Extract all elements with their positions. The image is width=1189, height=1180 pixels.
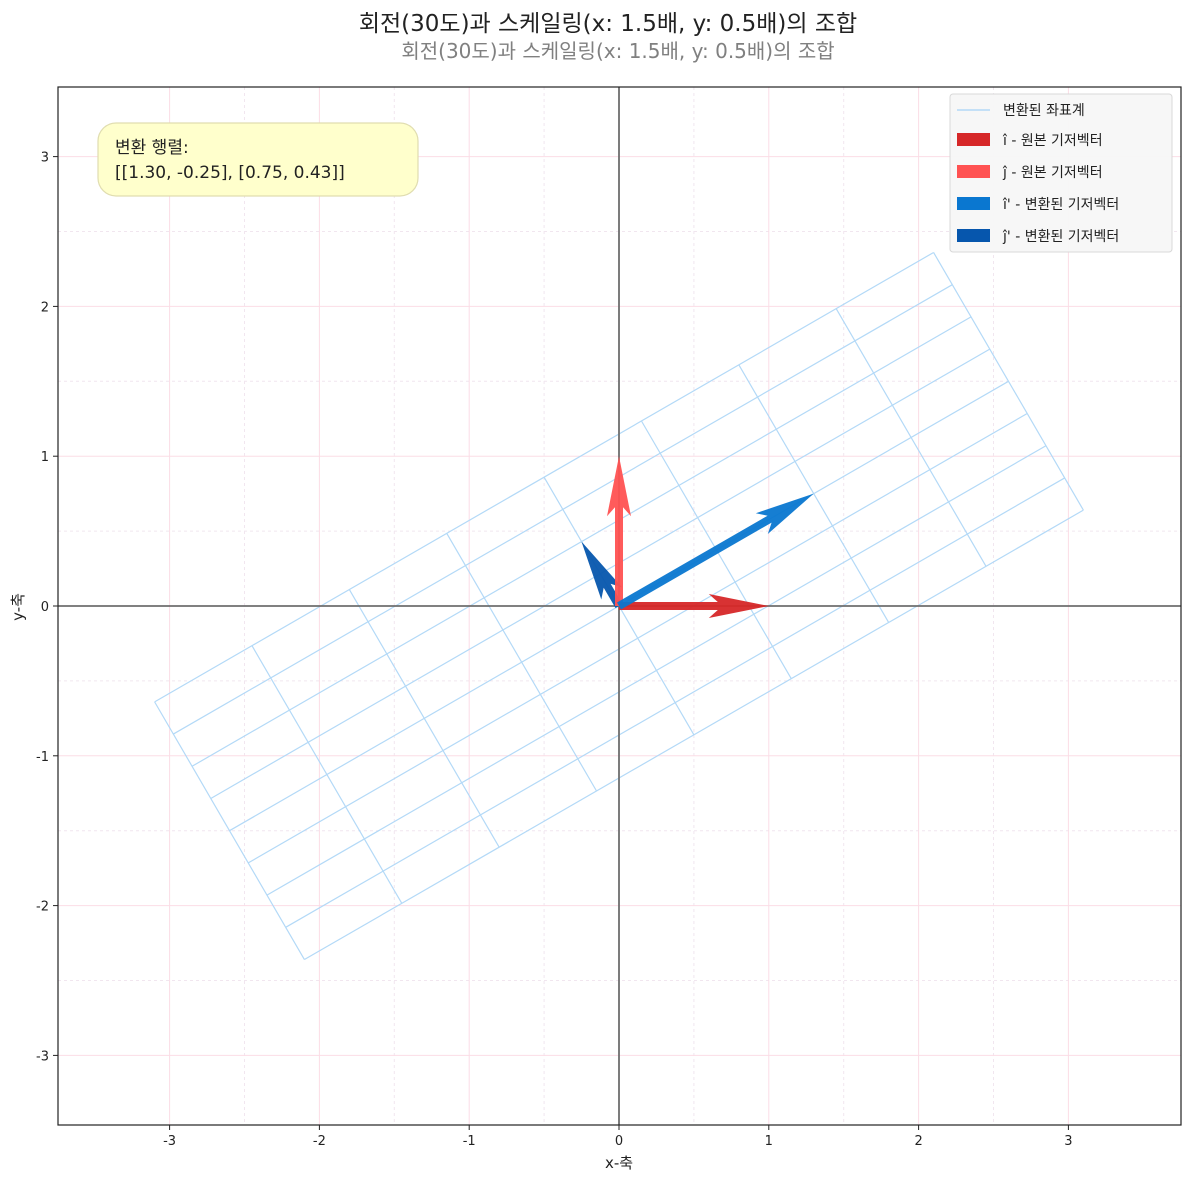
x-tick-label: 1	[765, 1134, 773, 1149]
plot-area: -3 -2 -1 0 1 2 3 -3 -2 -1 0 1 2 3 변환 행렬: [[1.30, -0.25]…	[36, 86, 1182, 1149]
x-axis-label: x-축	[605, 1154, 633, 1172]
transformed-grid-line	[154, 251, 934, 703]
legend-swatch	[957, 165, 990, 178]
legend-label: î - 원본 기저벡터	[1002, 133, 1103, 149]
legend-label: ĵ' - 변환된 기저벡터	[1002, 229, 1119, 245]
legend-label: î' - 변환된 기저벡터	[1002, 197, 1119, 213]
vector-j-hat-arrow	[607, 456, 631, 606]
x-tick-label: -2	[313, 1134, 326, 1149]
chart-subtitle: 회전(30도)과 스케일링(x: 1.5배, y: 0.5배)의 조합	[401, 39, 834, 63]
x-tick-label: 2	[914, 1134, 922, 1149]
annotation-box	[97, 122, 419, 197]
x-tick-label: 0	[615, 1134, 623, 1149]
legend-label: 변환된 좌표계	[1003, 103, 1085, 119]
legend-swatch	[957, 197, 990, 210]
vector-i-prime-arrow	[617, 493, 814, 610]
y-tick-label: -3	[36, 1049, 49, 1064]
y-tick-label: -1	[36, 750, 49, 765]
y-tick-label: 2	[41, 300, 49, 315]
y-tick-label: 0	[41, 600, 49, 615]
legend-label: ĵ - 원본 기저벡터	[1002, 165, 1103, 181]
x-tick-label: -3	[163, 1134, 176, 1149]
vector-i-hat-arrow	[619, 594, 769, 618]
transformed-grid-line	[266, 445, 1047, 896]
y-tick-label: -2	[36, 900, 49, 915]
transformed-grid-line	[173, 284, 953, 735]
transformed-grid-line	[247, 412, 1028, 864]
chart-title: 회전(30도)과 스케일링(x: 1.5배, y: 0.5배)의 조합	[359, 11, 857, 37]
legend-swatch	[957, 229, 990, 242]
legend-swatch	[957, 133, 990, 146]
vector-j-prime-arrow	[581, 541, 623, 608]
annotation-line-2: [[1.30, -0.25], [0.75, 0.43]]	[115, 163, 345, 183]
x-tick-label: -1	[463, 1134, 476, 1149]
transformed-grid-line	[304, 509, 1084, 961]
y-tick-label: 3	[41, 151, 49, 166]
y-axis-label: y-축	[9, 593, 27, 621]
transformed-grid-line	[191, 316, 972, 767]
annotation-line-1: 변환 행렬:	[115, 138, 189, 158]
legend-box	[949, 93, 1173, 253]
y-tick-label: 1	[41, 450, 49, 465]
x-tick-label: 3	[1064, 1134, 1072, 1149]
transformed-grid-line	[285, 477, 1065, 928]
matrix-annotation: 변환 행렬: [[1.30, -0.25], [0.75, 0.43]]	[97, 122, 419, 197]
legend: 변환된 좌표계 î - 원본 기저벡터 ĵ - 원본 기저벡터 î' - 변환된 기저…	[949, 93, 1173, 253]
